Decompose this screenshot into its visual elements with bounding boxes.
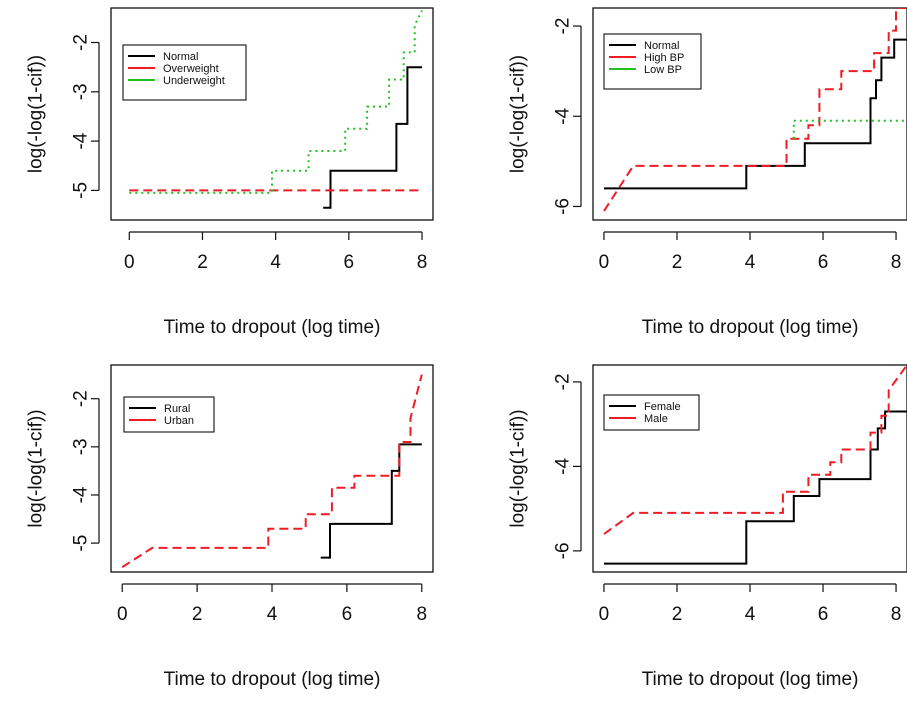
series-line-normal	[323, 66, 422, 209]
plot-frame	[110, 364, 434, 573]
x-tick-label: 0	[599, 604, 610, 625]
series-line-male	[603, 365, 907, 535]
series-line-female	[604, 410, 907, 565]
legend-box	[603, 394, 700, 431]
legend-box	[122, 44, 247, 101]
x-tick-label: 6	[818, 604, 829, 625]
y-tick-label: -2	[553, 373, 574, 390]
y-axis-label: log(-log(1-cif))	[508, 55, 529, 173]
x-tick-label: 4	[745, 252, 756, 273]
plot-frame	[592, 364, 907, 573]
x-tick-label: 6	[818, 252, 829, 273]
series-line-low-bp	[792, 119, 907, 139]
y-tick-label: -4	[71, 486, 92, 503]
x-tick-label: 2	[192, 604, 203, 625]
x-axis-label: Time to dropout (log time)	[164, 669, 381, 690]
y-tick-label: -2	[71, 34, 92, 51]
y-tick-label: -6	[553, 542, 574, 559]
chart-panel-2: 0 2 4 6 8 -6 -4 -2 Time to dropout (log time) log…	[508, 7, 907, 338]
y-tick-label: -4	[553, 107, 574, 124]
x-tick-label: 8	[891, 604, 902, 625]
y-tick-label: -3	[71, 438, 92, 455]
y-tick-label: -2	[553, 18, 574, 35]
series-line-underweight	[129, 10, 423, 194]
y-axis-label: log(-log(1-cif))	[26, 55, 47, 173]
series-line-urban	[121, 374, 423, 569]
x-tick-label: 0	[117, 604, 128, 625]
x-axis-label: Time to dropout (log time)	[164, 317, 381, 338]
x-tick-label: 6	[344, 252, 355, 273]
series-line-high-bp	[603, 8, 907, 212]
legend-label: High BP	[644, 52, 684, 64]
plot-frame	[110, 7, 434, 221]
y-tick-label: -3	[71, 83, 92, 100]
x-tick-label: 4	[267, 604, 278, 625]
chart-panel-3: 0 2 4 6 8 -5 -4 -3 -2 Time to dropout (log time) l…	[26, 364, 434, 690]
plot-frame	[592, 7, 907, 221]
y-tick-label: -6	[553, 198, 574, 215]
legend-label: Normal	[163, 51, 198, 63]
legend-label: Underweight	[163, 75, 225, 87]
y-tick-label: -4	[71, 132, 92, 149]
x-tick-label: 8	[416, 604, 427, 625]
x-tick-label: 0	[599, 252, 610, 273]
x-axis-label: Time to dropout (log time)	[642, 669, 859, 690]
y-axis-label: log(-log(1-cif))	[26, 409, 47, 527]
legend-label: Urban	[164, 415, 194, 427]
x-tick-label: 4	[745, 604, 756, 625]
y-axis-label: log(-log(1-cif))	[508, 409, 529, 527]
series-line-rural	[320, 443, 422, 559]
y-tick-label: -4	[553, 458, 574, 475]
x-tick-label: 6	[342, 604, 353, 625]
x-tick-label: 2	[672, 252, 683, 273]
legend-label: Male	[644, 413, 668, 425]
x-tick-label: 4	[270, 252, 281, 273]
x-tick-label: 8	[891, 252, 902, 273]
legend-label: Normal	[644, 40, 679, 52]
y-tick-label: -2	[71, 390, 92, 407]
x-tick-label: 0	[124, 252, 135, 273]
chart-panel-1: 0 2 4 6 8 -5 -4 -3 -2 Time to dropout (log time) l…	[26, 7, 434, 338]
x-tick-label: 2	[197, 252, 208, 273]
chart-panel-4: 0 2 4 6 8 -6 -4 -2 Time to dropout (log time) log…	[508, 364, 907, 690]
legend-box	[123, 396, 215, 433]
legend-label: Female	[644, 401, 681, 413]
y-tick-label: -5	[71, 182, 92, 199]
x-tick-label: 8	[417, 252, 428, 273]
x-tick-label: 2	[672, 604, 683, 625]
legend-label: Overweight	[163, 63, 219, 75]
legend-box	[603, 33, 702, 90]
legend-label: Rural	[164, 403, 190, 415]
y-tick-label: -5	[71, 535, 92, 552]
x-axis-label: Time to dropout (log time)	[642, 317, 859, 338]
legend-label: Low BP	[644, 64, 682, 76]
